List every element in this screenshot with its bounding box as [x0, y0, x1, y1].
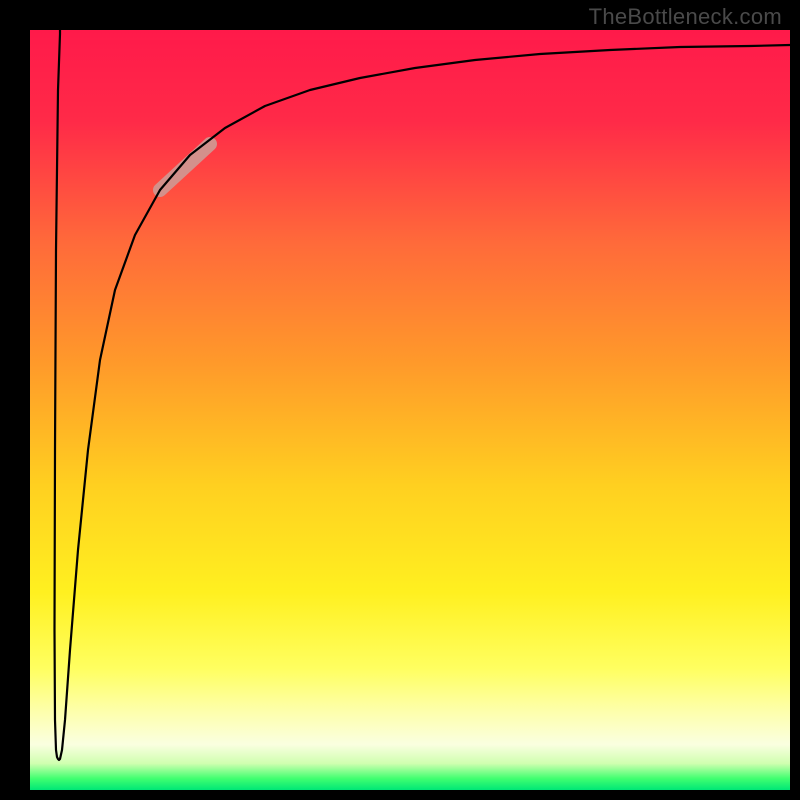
curve-layer: [30, 30, 790, 790]
plot-area: [30, 30, 790, 790]
bottleneck-curve: [55, 30, 791, 760]
highlight-segment: [160, 144, 210, 190]
attribution-text: TheBottleneck.com: [589, 4, 782, 30]
